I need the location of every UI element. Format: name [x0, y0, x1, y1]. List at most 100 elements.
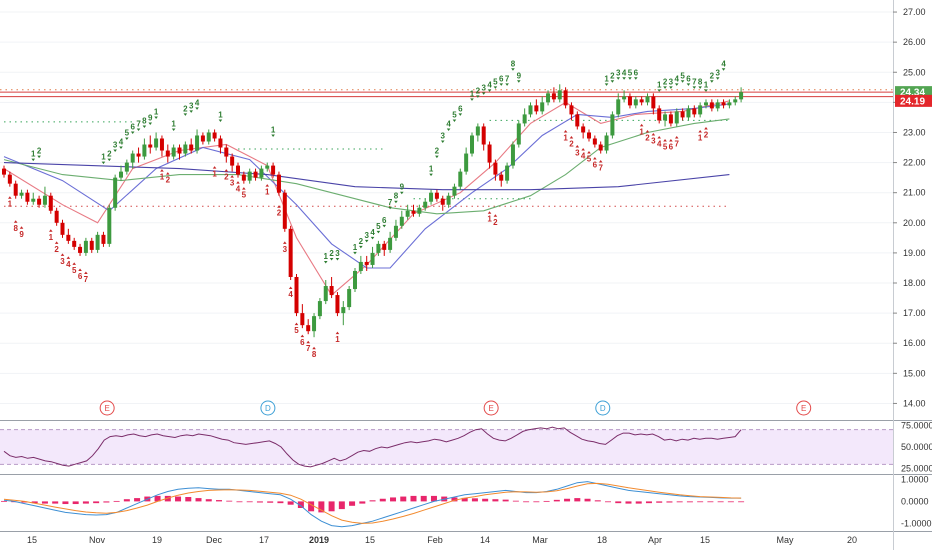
macd-histogram-bar	[287, 501, 294, 505]
td-arrow-down	[335, 257, 340, 261]
candle-body	[300, 313, 305, 326]
candle-body	[452, 186, 457, 196]
candle-body	[31, 198, 36, 202]
td-count-label: 6	[686, 74, 691, 83]
event-marker[interactable]: E	[796, 400, 812, 416]
candle	[54, 207, 59, 226]
td-count-label: 4	[236, 185, 241, 194]
macd-histogram-bar	[52, 501, 59, 504]
td-arrow-up	[493, 214, 498, 217]
candle-body	[282, 192, 287, 229]
td-arrow-up	[674, 135, 679, 139]
candle	[230, 153, 235, 172]
macd-pane[interactable]: 1.0000 0.0000 -1.0000	[1, 474, 932, 528]
td-arrow-up	[13, 220, 18, 223]
macd-histogram-bar	[226, 500, 233, 502]
td-arrow-down	[505, 83, 509, 86]
td-arrow-up	[212, 166, 217, 169]
time-tick-label: 15	[700, 535, 710, 545]
event-marker[interactable]: D	[595, 400, 611, 416]
td-count-label: 1	[704, 80, 709, 89]
candle	[510, 141, 515, 169]
time-axis[interactable]: 15 Nov 19 Dec 17 2019 15 Feb 14 Mar 18 Apr 15 May 20	[27, 535, 857, 545]
time-tick-label: Apr	[648, 535, 662, 545]
td-count-label: 1	[563, 133, 568, 142]
candle-body	[78, 246, 83, 253]
candle	[236, 162, 240, 178]
td-arrow-up	[593, 157, 597, 160]
candle-body	[546, 93, 551, 103]
td-arrow-up	[581, 148, 585, 151]
td-count-label: 8	[312, 350, 317, 359]
candle	[499, 171, 504, 187]
td-count-label: 7	[306, 344, 311, 353]
rsi-pane[interactable]: 75.0000 50.0000 25.0000	[0, 420, 932, 474]
td-count-label: 7	[598, 164, 603, 173]
td-arrow-down	[511, 68, 515, 71]
macd-histogram-bar	[564, 498, 571, 502]
td-count-label: 1	[8, 200, 13, 209]
td-count-label: 3	[335, 249, 340, 258]
candle-body	[165, 150, 170, 157]
td-arrow-down	[142, 125, 147, 128]
candle	[458, 168, 463, 190]
candle	[715, 99, 720, 112]
candle-body	[159, 138, 164, 151]
candle	[271, 162, 276, 178]
candle	[353, 267, 357, 293]
td-arrow-up	[575, 145, 580, 148]
candle	[60, 219, 65, 238]
candle-body	[218, 138, 223, 148]
candle-body	[487, 144, 492, 163]
td-arrow-up	[306, 340, 310, 344]
event-marker[interactable]: D	[260, 400, 276, 416]
candle-body	[388, 237, 393, 250]
candle	[154, 132, 159, 151]
candle-body	[154, 138, 159, 148]
price-tick-label: 20.00	[903, 218, 926, 228]
macd-tick-label: -1.0000	[901, 518, 932, 528]
candle	[569, 102, 574, 121]
candle	[516, 120, 521, 148]
candle	[563, 87, 568, 109]
td-count-label: 3	[575, 149, 580, 158]
price-axis[interactable]: 27.0026.0025.0024.0023.0022.0021.0020.00…	[893, 7, 926, 408]
candle	[200, 132, 205, 145]
td-count-label: 6	[593, 161, 598, 170]
time-tick-label: Feb	[427, 535, 443, 545]
td-count-label: 4	[622, 68, 627, 77]
candle-body	[674, 111, 679, 124]
candle	[692, 105, 697, 118]
price-tick-label: 23.00	[903, 127, 926, 137]
macd-histogram-bar	[256, 501, 263, 503]
candle	[218, 135, 223, 154]
candle-body	[183, 144, 188, 154]
td-arrow-up	[704, 126, 708, 130]
td-arrow-up	[294, 322, 299, 326]
candle-body	[136, 153, 141, 157]
candle	[241, 171, 246, 184]
event-marker[interactable]: E	[99, 400, 115, 416]
candle-body	[230, 156, 235, 166]
td-arrow-down	[323, 260, 328, 264]
td-arrow-up	[49, 229, 53, 232]
price-badge-label: 24.34	[900, 88, 925, 99]
candle-body	[704, 102, 708, 106]
candle	[674, 108, 679, 127]
price-tick-label: 16.00	[903, 338, 926, 348]
time-tick-label: 2019	[309, 535, 329, 545]
td-count-label: 2	[37, 147, 42, 156]
candle	[317, 298, 322, 320]
macd-histogram-bar	[113, 500, 120, 502]
candle-body	[680, 111, 685, 118]
macd-histogram-bar	[451, 497, 458, 502]
td-arrow-up	[8, 196, 12, 199]
candle	[165, 144, 170, 163]
event-marker[interactable]: E	[483, 400, 499, 416]
candlesticks[interactable]	[2, 84, 744, 338]
candle	[505, 162, 510, 184]
candle-body	[353, 270, 357, 290]
